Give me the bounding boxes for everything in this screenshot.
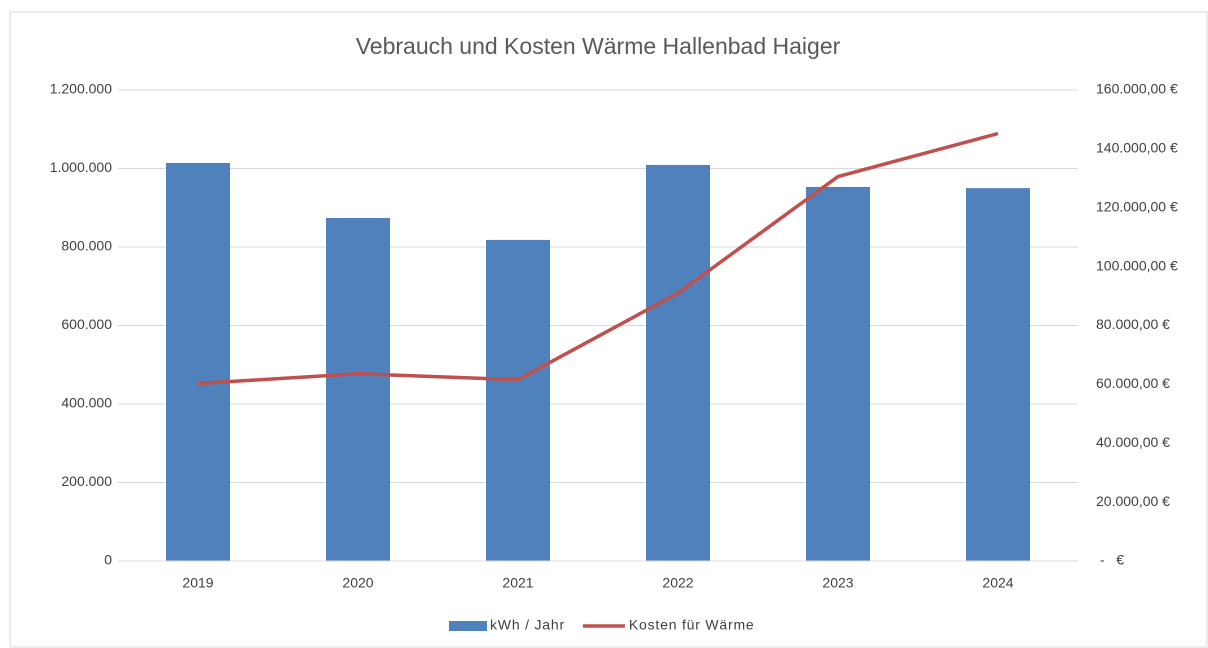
- bar: [646, 164, 710, 561]
- y2-tick-label: 80.000,00 €: [1096, 316, 1170, 332]
- bar: [486, 239, 550, 561]
- y-tick-label: 200.000: [61, 473, 112, 489]
- y2-tick-label: 20.000,00 €: [1096, 493, 1170, 509]
- y2-tick-label: 40.000,00 €: [1096, 434, 1170, 450]
- chart-title: Vebrauch und Kosten Wärme Hallenbad Haig…: [356, 33, 841, 59]
- x-tick-label: 2019: [182, 575, 213, 591]
- x-tick-label: 2020: [342, 575, 373, 591]
- y-tick-label: 600.000: [61, 316, 112, 332]
- y-tick-label: 0: [104, 552, 112, 568]
- y2-tick-label: 120.000,00 €: [1096, 198, 1178, 214]
- bar: [166, 163, 230, 561]
- legend-label: kWh / Jahr: [490, 617, 565, 633]
- x-tick-label: 2021: [502, 575, 533, 591]
- legend-swatch: [449, 621, 487, 631]
- x-tick-label: 2022: [662, 575, 693, 591]
- x-tick-label: 2024: [982, 575, 1013, 591]
- legend-label: Kosten für Wärme: [629, 617, 755, 633]
- y-tick-label: 400.000: [61, 395, 112, 411]
- line: [197, 131, 999, 386]
- bar: [806, 186, 870, 561]
- bar: [966, 188, 1030, 561]
- y2-tick-label: 60.000,00 €: [1096, 375, 1170, 391]
- y2-tick-label: 140.000,00 €: [1096, 140, 1178, 156]
- y-tick-label: 800.000: [61, 238, 112, 254]
- y2-tick-label: 100.000,00 €: [1096, 257, 1178, 273]
- y2-tick-label: - €: [1096, 552, 1128, 568]
- x-tick-label: 2023: [822, 575, 853, 591]
- y2-tick-label: 160.000,00 €: [1096, 81, 1178, 97]
- bar: [326, 217, 390, 561]
- y-tick-label: 1.000.000: [50, 159, 112, 175]
- y-tick-label: 1.200.000: [50, 81, 112, 97]
